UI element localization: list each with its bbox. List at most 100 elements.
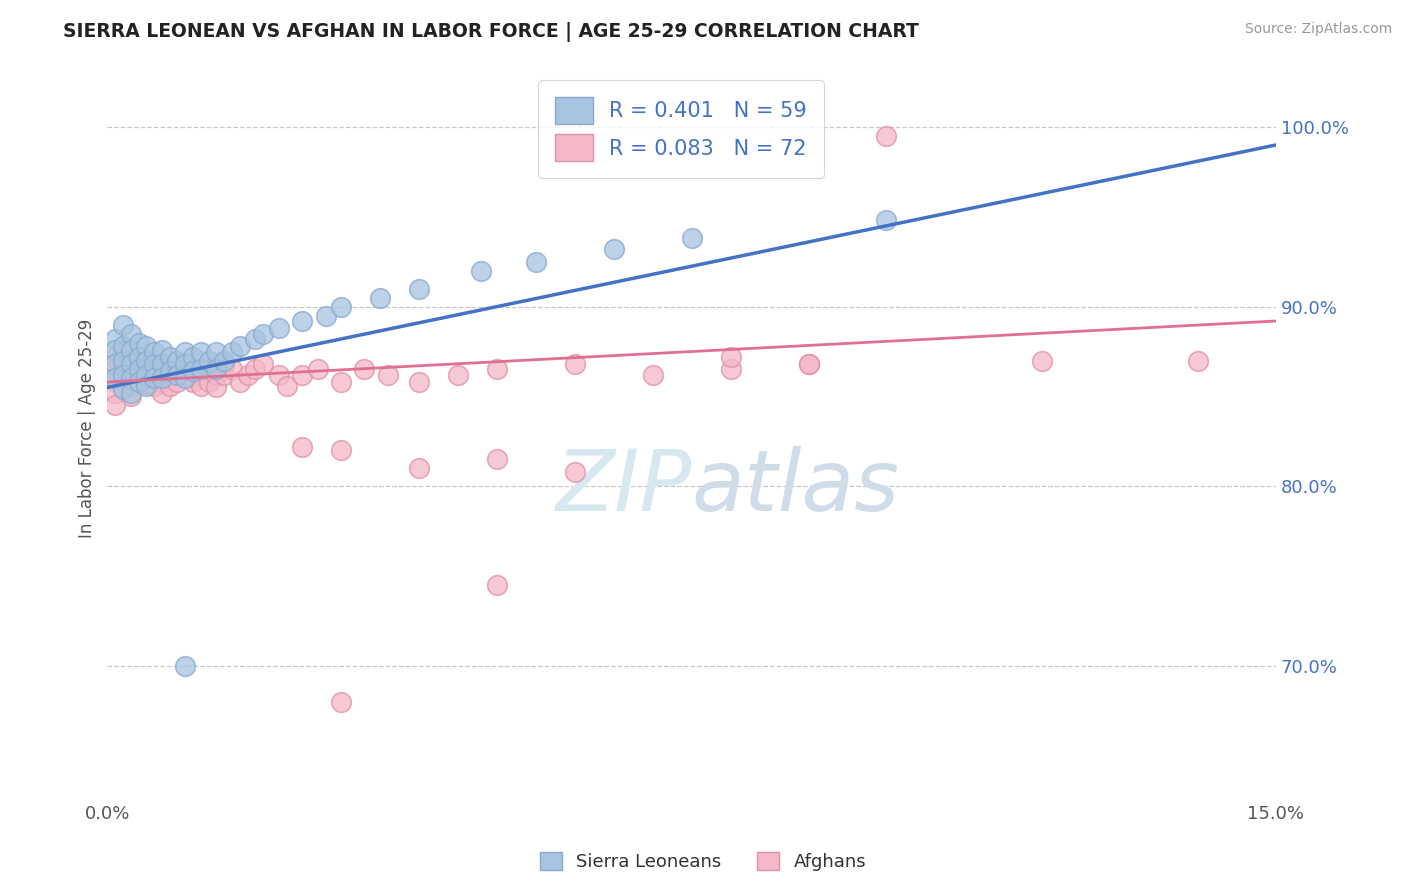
Point <box>128 335 150 350</box>
Point <box>111 368 134 382</box>
Point <box>190 362 212 376</box>
Point <box>135 353 157 368</box>
Point <box>150 385 173 400</box>
Point <box>120 368 142 382</box>
Point <box>447 368 470 382</box>
Point <box>408 282 430 296</box>
Point <box>104 385 127 400</box>
Point <box>245 362 267 376</box>
Point <box>197 362 219 376</box>
Point <box>111 353 134 368</box>
Point <box>205 380 228 394</box>
Point <box>120 371 142 385</box>
Point <box>267 321 290 335</box>
Point <box>120 378 142 392</box>
Point <box>159 350 181 364</box>
Point <box>276 378 298 392</box>
Point <box>408 375 430 389</box>
Point <box>408 461 430 475</box>
Point <box>120 389 142 403</box>
Point <box>143 368 166 382</box>
Point <box>252 326 274 341</box>
Point <box>212 353 235 368</box>
Text: Source: ZipAtlas.com: Source: ZipAtlas.com <box>1244 22 1392 37</box>
Point <box>159 368 181 382</box>
Y-axis label: In Labor Force | Age 25-29: In Labor Force | Age 25-29 <box>79 318 96 538</box>
Point <box>720 362 742 376</box>
Point <box>245 332 267 346</box>
Point <box>368 291 391 305</box>
Point <box>150 357 173 371</box>
Point <box>485 578 508 592</box>
Point <box>485 452 508 467</box>
Point <box>315 309 337 323</box>
Point <box>150 362 173 376</box>
Point <box>104 350 127 364</box>
Point <box>104 362 127 376</box>
Point <box>159 364 181 378</box>
Point <box>564 465 586 479</box>
Point <box>111 357 134 371</box>
Point <box>135 378 157 392</box>
Point <box>104 343 127 357</box>
Point <box>128 375 150 389</box>
Point <box>330 375 353 389</box>
Legend: Sierra Leoneans, Afghans: Sierra Leoneans, Afghans <box>533 846 873 879</box>
Point <box>135 376 157 391</box>
Point <box>641 368 664 382</box>
Point <box>875 128 897 143</box>
Point <box>128 362 150 376</box>
Point <box>135 339 157 353</box>
Point <box>181 364 204 378</box>
Point <box>120 326 142 341</box>
Point <box>181 350 204 364</box>
Point <box>128 350 150 364</box>
Point <box>377 368 399 382</box>
Point <box>150 375 173 389</box>
Point <box>221 362 243 376</box>
Point <box>166 375 188 389</box>
Point <box>111 318 134 332</box>
Point <box>181 375 204 389</box>
Point <box>291 368 314 382</box>
Point <box>797 357 820 371</box>
Point <box>135 368 157 382</box>
Point <box>120 357 142 371</box>
Point <box>252 357 274 371</box>
Point <box>353 362 375 376</box>
Point <box>197 353 219 368</box>
Point <box>1031 353 1053 368</box>
Point <box>135 366 157 380</box>
Legend: R = 0.401   N = 59, R = 0.083   N = 72: R = 0.401 N = 59, R = 0.083 N = 72 <box>538 80 824 178</box>
Point <box>212 368 235 382</box>
Point <box>190 378 212 392</box>
Point <box>797 357 820 371</box>
Point <box>229 375 252 389</box>
Point <box>104 399 127 413</box>
Point <box>212 357 235 371</box>
Point <box>174 368 197 382</box>
Point <box>197 375 219 389</box>
Point <box>143 357 166 371</box>
Point <box>120 343 142 357</box>
Point <box>104 375 127 389</box>
Point <box>205 344 228 359</box>
Point <box>104 371 127 385</box>
Point <box>221 344 243 359</box>
Point <box>143 378 166 392</box>
Point <box>524 254 547 268</box>
Point <box>1187 353 1209 368</box>
Point <box>229 339 252 353</box>
Point <box>120 385 142 400</box>
Point <box>111 380 134 394</box>
Point <box>166 353 188 368</box>
Point <box>128 350 150 364</box>
Point <box>174 659 197 673</box>
Point <box>166 362 188 376</box>
Point <box>190 368 212 382</box>
Point <box>291 440 314 454</box>
Point <box>104 332 127 346</box>
Point <box>174 357 197 371</box>
Point <box>330 300 353 314</box>
Point <box>174 371 197 385</box>
